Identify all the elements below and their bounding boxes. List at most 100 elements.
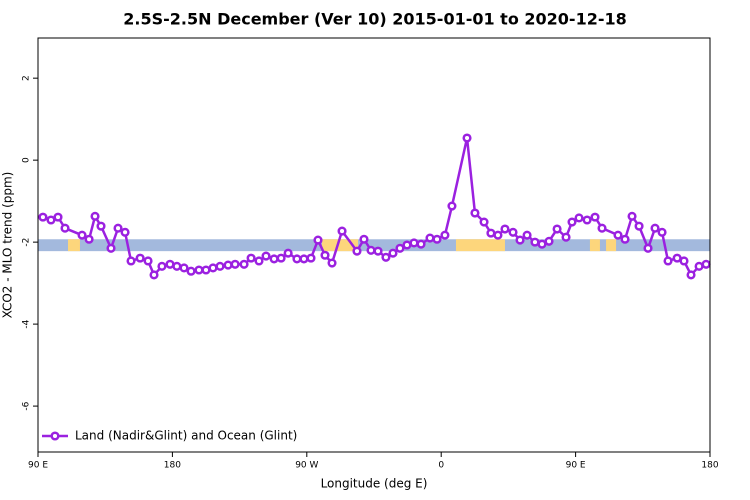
data-point (113, 223, 123, 233)
land-band (455, 239, 505, 252)
data-point (106, 243, 116, 253)
data-point (179, 263, 189, 273)
x-tick-label: 180 (701, 461, 718, 471)
data-point (597, 223, 607, 233)
data-point (694, 261, 704, 271)
data-point (84, 234, 94, 244)
data-point (283, 248, 293, 258)
data-point (686, 270, 696, 280)
data-point (90, 211, 100, 221)
data-point (254, 256, 264, 266)
data-point (172, 261, 182, 271)
data-point (627, 211, 637, 221)
data-point (215, 261, 225, 271)
data-point (544, 236, 554, 246)
data-point (425, 233, 435, 243)
data-point (292, 254, 302, 264)
data-point (672, 253, 682, 263)
data-point (530, 237, 540, 247)
data-point (201, 265, 211, 275)
data-point (432, 234, 442, 244)
data-point (582, 215, 592, 225)
data-point (366, 245, 376, 255)
y-tick-label: -6 (22, 401, 32, 410)
x-tick-label: 90 E (566, 461, 586, 471)
data-point (126, 256, 136, 266)
data-point (493, 230, 503, 240)
data-point (165, 259, 175, 269)
data-point (416, 239, 426, 249)
data-point (306, 253, 316, 263)
land-band (68, 239, 80, 252)
data-point (515, 235, 525, 245)
data-point (643, 243, 653, 253)
x-tick-label: 90 W (295, 461, 318, 471)
data-point (409, 238, 419, 248)
data-point (613, 230, 623, 240)
data-point (246, 253, 256, 263)
land-band (589, 239, 600, 252)
data-point (486, 228, 496, 238)
data-point (239, 259, 249, 269)
data-point (38, 212, 48, 222)
x-axis-label: Longitude (deg E) (321, 477, 428, 491)
data-point (60, 223, 70, 233)
legend-marker (50, 431, 60, 441)
data-point (143, 256, 153, 266)
y-tick-label: -4 (22, 319, 32, 328)
data-point (135, 253, 145, 263)
x-tick-label: 180 (164, 461, 181, 471)
y-tick-label: 2 (22, 75, 32, 81)
land-band (322, 239, 359, 252)
data-point (320, 250, 330, 260)
ocean-band (38, 239, 710, 252)
data-point (479, 217, 489, 227)
chart-title: 2.5S-2.5N December (Ver 10) 2015-01-01 t… (123, 10, 626, 29)
data-point (77, 230, 87, 240)
data-point (447, 201, 457, 211)
data-point (208, 263, 218, 273)
data-point (701, 259, 711, 269)
data-point (337, 226, 347, 236)
legend-label: Land (Nadir&Glint) and Ocean (Glint) (75, 429, 297, 443)
data-point (194, 265, 204, 275)
data-point (388, 248, 398, 258)
data-point (537, 239, 547, 249)
data-point (561, 232, 571, 242)
data-point (352, 246, 362, 256)
data-point (574, 213, 584, 223)
data-point (223, 260, 233, 270)
data-point (440, 230, 450, 240)
data-point (634, 221, 644, 231)
data-point (313, 235, 323, 245)
data-point (149, 270, 159, 280)
y-axis-label: XCO2 - MLO trend (ppm) (1, 172, 15, 319)
data-point (359, 234, 369, 244)
data-point (373, 246, 383, 256)
data-point (552, 224, 562, 234)
data-point (299, 254, 309, 264)
data-point (381, 252, 391, 262)
data-point (157, 261, 167, 271)
data-point (657, 227, 667, 237)
data-point (508, 227, 518, 237)
data-point (462, 133, 472, 143)
data-point (620, 234, 630, 244)
x-tick-label: 0 (438, 461, 444, 471)
data-point (53, 212, 63, 222)
plot-frame (37, 37, 711, 453)
data-point (276, 253, 286, 263)
data-point (261, 251, 271, 261)
data-point (269, 254, 279, 264)
data-point (230, 259, 240, 269)
data-point (120, 227, 130, 237)
data-point (96, 221, 106, 231)
data-point (663, 256, 673, 266)
y-tick-label: 0 (22, 157, 32, 163)
data-point (590, 212, 600, 222)
data-point (327, 258, 337, 268)
data-point (46, 215, 56, 225)
data-point (186, 266, 196, 276)
data-point (500, 224, 510, 234)
